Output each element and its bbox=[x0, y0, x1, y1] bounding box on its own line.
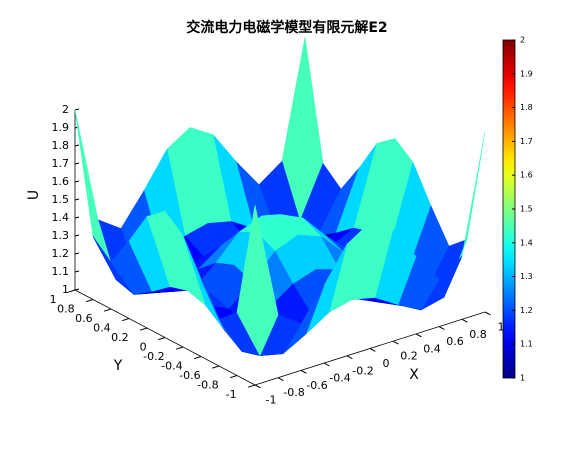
y-tick-label: 0.4 bbox=[93, 321, 111, 334]
x-tick-label: -0.8 bbox=[283, 386, 304, 399]
y-tick-label: 0 bbox=[140, 340, 147, 353]
y-tick bbox=[211, 365, 220, 369]
x-tick-label: 0.6 bbox=[446, 335, 464, 348]
colorbar-tick-label: 1.3 bbox=[520, 272, 533, 281]
y-tick-label: -0.4 bbox=[161, 359, 182, 372]
colorbar-tick-label: 1.7 bbox=[520, 137, 533, 146]
y-tick bbox=[103, 308, 112, 312]
surface bbox=[74, 36, 486, 357]
x-tick bbox=[369, 348, 376, 352]
z-tick-label: 1.2 bbox=[52, 247, 70, 260]
z-tick-label: 1.8 bbox=[52, 139, 70, 152]
z-tick-label: 1 bbox=[62, 283, 69, 296]
y-tick bbox=[175, 346, 184, 350]
x-axis-label: X bbox=[409, 367, 419, 383]
z-tick-label: 1.9 bbox=[52, 121, 70, 134]
x-tick-label: -0.2 bbox=[352, 364, 373, 377]
chart-title: 交流电力电磁学模型有限元解E2 bbox=[186, 19, 387, 36]
x-tick bbox=[461, 318, 468, 323]
z-tick bbox=[74, 234, 80, 237]
x-tick bbox=[254, 384, 261, 389]
x-tick-label: -1 bbox=[266, 394, 277, 407]
surface-patch bbox=[236, 204, 279, 357]
y-tick-label: 0.6 bbox=[75, 312, 93, 325]
y-tick-label: -1 bbox=[226, 388, 237, 401]
x-tick-label: 0.8 bbox=[469, 328, 487, 341]
x-tick-label: 0.4 bbox=[423, 342, 441, 355]
colorbar-tick-label: 1.5 bbox=[520, 205, 533, 214]
y-tick bbox=[121, 318, 130, 322]
x-tick bbox=[415, 333, 422, 338]
z-tick-label: 1.4 bbox=[52, 211, 70, 224]
z-tick bbox=[74, 270, 80, 273]
y-tick-label: 1 bbox=[50, 293, 57, 306]
x-tick bbox=[300, 369, 307, 374]
x-tick-label: 0.2 bbox=[400, 350, 418, 363]
x-tick bbox=[438, 326, 445, 330]
colorbar-tick-label: 2 bbox=[520, 36, 525, 45]
x-tick-label: -0.4 bbox=[329, 372, 350, 385]
y-tick bbox=[193, 356, 202, 360]
y-tick bbox=[229, 375, 238, 379]
z-tick-label: 1.7 bbox=[52, 157, 70, 170]
y-tick bbox=[157, 337, 166, 341]
z-tick-label: 1.3 bbox=[52, 229, 70, 242]
x-tick bbox=[277, 377, 284, 381]
x-tick-label: -0.6 bbox=[306, 379, 327, 392]
z-tick bbox=[74, 216, 80, 219]
y-tick-label: 0.8 bbox=[57, 302, 75, 315]
z-tick bbox=[74, 198, 80, 201]
y-tick-label: -0.6 bbox=[179, 369, 200, 382]
z-tick-label: 2 bbox=[62, 103, 69, 116]
y-tick bbox=[247, 384, 256, 388]
colorbar-tick-label: 1.1 bbox=[520, 340, 533, 349]
x-tick bbox=[323, 362, 330, 367]
z-tick-label: 1.1 bbox=[52, 265, 70, 278]
colorbar-tick-label: 1.2 bbox=[520, 306, 533, 315]
y-axis-label: Y bbox=[113, 358, 123, 374]
z-tick bbox=[74, 180, 80, 183]
z-tick bbox=[74, 108, 80, 111]
colorbar-tick-label: 1.8 bbox=[520, 103, 533, 112]
y-tick-label: 0.2 bbox=[111, 331, 129, 344]
x-tick-label: 0 bbox=[383, 357, 390, 370]
z-axis-label: U bbox=[26, 190, 42, 200]
y-tick-label: -0.2 bbox=[143, 350, 164, 363]
z-tick bbox=[74, 288, 80, 291]
z-tick bbox=[74, 162, 80, 165]
colorbar-tick-label: 1.9 bbox=[520, 69, 533, 78]
z-tick bbox=[74, 144, 80, 147]
colorbar-tick-label: 1.4 bbox=[520, 238, 533, 247]
x-tick bbox=[392, 340, 399, 345]
y-tick-label: -0.8 bbox=[197, 378, 218, 391]
z-tick-label: 1.6 bbox=[52, 175, 70, 188]
y-tick bbox=[85, 299, 94, 303]
z-tick-label: 1.5 bbox=[52, 193, 70, 206]
colorbar-tick-label: 1.6 bbox=[520, 171, 533, 180]
colorbar-tick-label: 1 bbox=[520, 374, 525, 383]
x-tick-label: 1 bbox=[498, 321, 505, 334]
x-tick bbox=[346, 355, 353, 360]
x-tick bbox=[484, 311, 491, 316]
y-tick bbox=[139, 327, 148, 331]
y-tick bbox=[67, 289, 76, 293]
z-tick bbox=[74, 252, 80, 255]
